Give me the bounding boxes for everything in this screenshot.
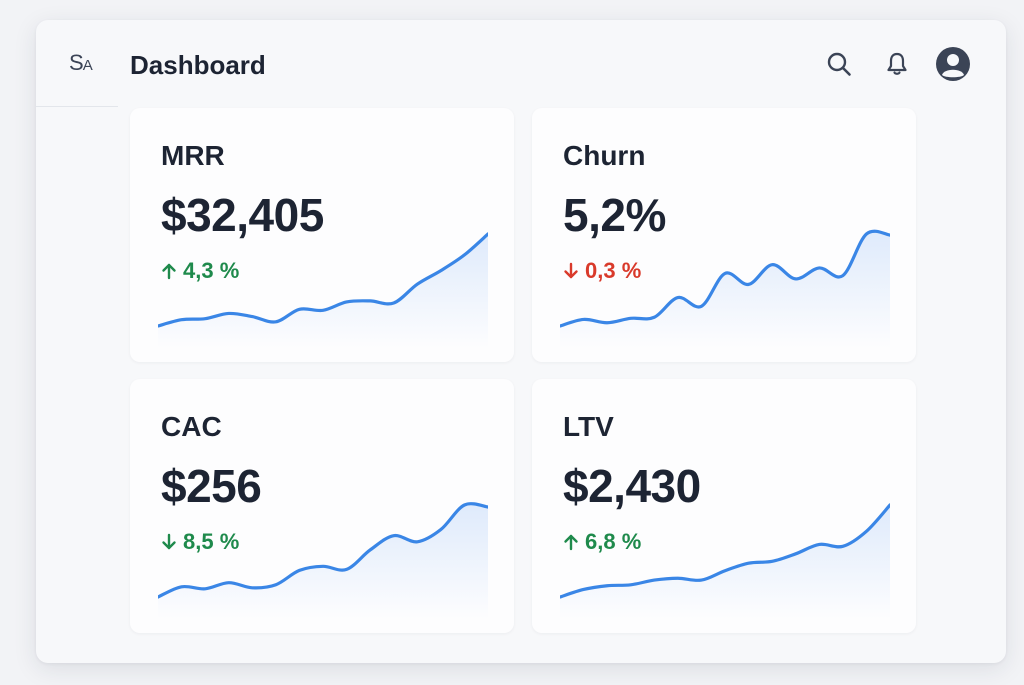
notifications-button[interactable] (879, 46, 915, 82)
bell-icon (887, 52, 907, 75)
metric-value: $256 (161, 460, 262, 512)
metric-title: LTV (563, 411, 614, 442)
sparkline-chart (560, 503, 890, 619)
metric-delta-value: 6,8 % (585, 529, 642, 554)
metric-delta: 6,8 % (563, 529, 641, 555)
metric-card-cac[interactable]: CAC $256 8,5 % (130, 379, 514, 633)
metric-delta-value: 8,5 % (183, 529, 240, 554)
logo-letter-main: S (69, 50, 84, 75)
sparkline-chart (560, 229, 890, 348)
arrow-up-icon (161, 262, 177, 280)
metric-value: $2,430 (563, 460, 701, 512)
sparkline-area (158, 503, 488, 619)
metric-delta: 4,3 % (161, 258, 239, 284)
app-logo[interactable]: SA (69, 50, 93, 76)
sparkline-line (560, 229, 890, 328)
metric-delta: 0,3 % (563, 258, 641, 284)
logo-letter-sub: A (82, 57, 93, 74)
search-button[interactable] (821, 46, 857, 82)
metric-delta-value: 4,3 % (183, 258, 240, 283)
sparkline-chart (158, 502, 488, 619)
page-title: Dashboard (130, 50, 266, 80)
sparkline-chart (158, 232, 488, 348)
user-avatar-icon (936, 47, 970, 81)
dashboard-window: SA Dashboard MRR $32,405 (36, 20, 1006, 663)
sparkline-line (158, 502, 488, 599)
header: SA Dashboard (36, 20, 1006, 108)
arrow-down-icon (563, 262, 579, 280)
arrow-down-icon (161, 533, 177, 551)
sparkline-area (158, 234, 488, 348)
metric-card-ltv[interactable]: LTV $2,430 6,8 % (532, 379, 916, 633)
metric-value: $32,405 (161, 189, 324, 241)
metric-delta-value: 0,3 % (585, 258, 642, 283)
sparkline-line (158, 232, 488, 328)
metric-value: 5,2% (563, 189, 666, 241)
metric-card-churn[interactable]: Churn 5,2% 0,3 % (532, 108, 916, 362)
sparkline-area (560, 505, 890, 619)
search-icon (827, 52, 851, 76)
metric-delta: 8,5 % (161, 529, 239, 555)
sparkline-line (560, 503, 890, 599)
metric-title: CAC (161, 411, 222, 442)
user-menu-button[interactable] (935, 46, 971, 82)
metric-card-mrr[interactable]: MRR $32,405 4,3 % (130, 108, 514, 362)
metric-title: MRR (161, 140, 225, 171)
arrow-up-icon (563, 533, 579, 551)
sparkline-area (560, 231, 890, 348)
sidebar-divider (36, 106, 118, 107)
metric-title: Churn (563, 140, 646, 171)
